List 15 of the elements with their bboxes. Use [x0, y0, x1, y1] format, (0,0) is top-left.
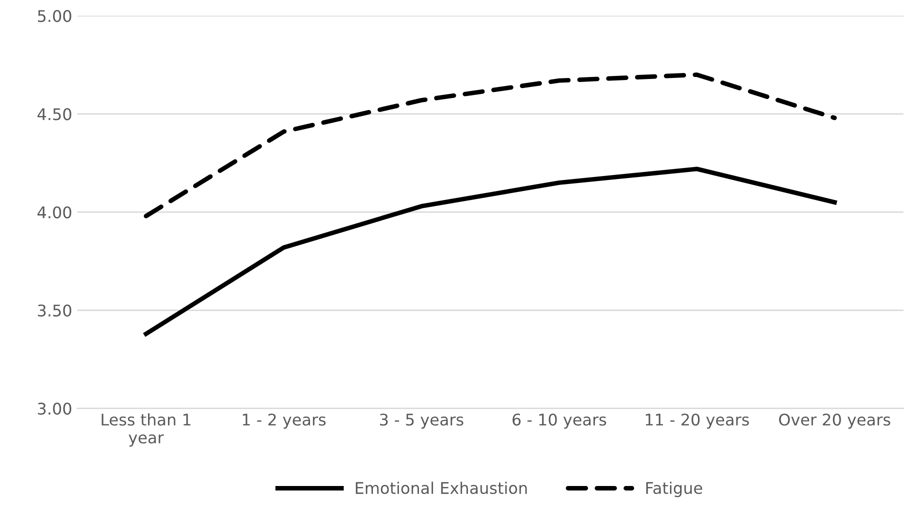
y-tick-label: 4.50 — [38, 108, 72, 120]
legend-label: Fatigue — [646, 482, 702, 498]
y-tick-label: 3.00 — [38, 402, 72, 415]
y-tick-label: 3.50 — [38, 304, 72, 317]
y-tick-label: 5.00 — [38, 10, 72, 22]
x-tick-label: Less than 1 year — [102, 413, 190, 447]
line-series — [144, 72, 837, 218]
x-tick-label: 11 - 20 years — [646, 414, 749, 429]
x-tick-label: 3 - 5 years — [380, 414, 464, 429]
line-series — [144, 166, 837, 336]
y-tick-label: 4.00 — [38, 206, 72, 218]
x-tick-label: 6 - 10 years — [512, 414, 606, 429]
legend-label: Emotional Exhaustion — [356, 482, 527, 494]
x-tick-label: 1 - 2 years — [242, 414, 326, 429]
x-tick-label: Over 20 years — [779, 414, 890, 429]
